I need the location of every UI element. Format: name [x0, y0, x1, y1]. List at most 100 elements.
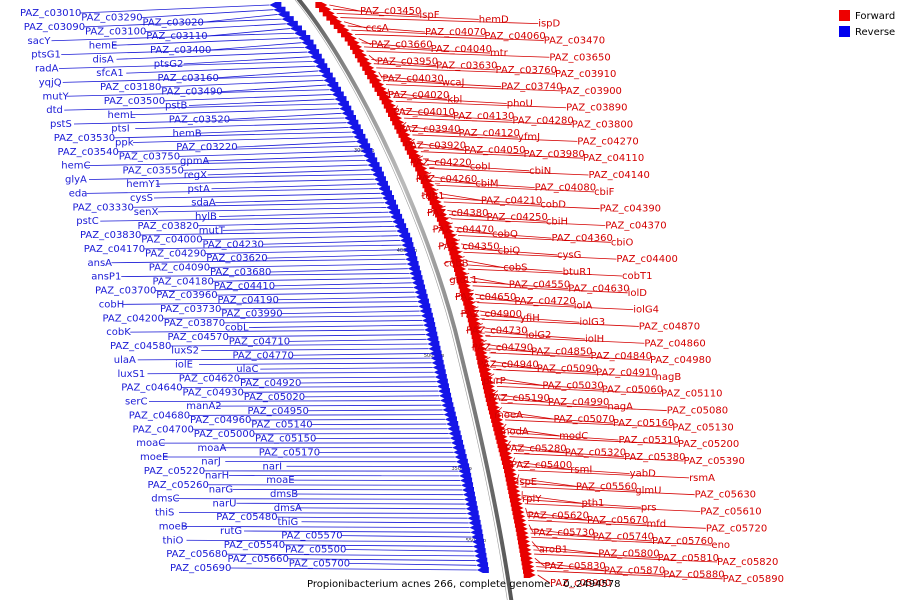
forward-gene-label[interactable]: glmU — [635, 485, 661, 496]
reverse-gene-label[interactable]: PAZ_c03110 — [146, 31, 207, 42]
reverse-gene-label[interactable]: cobL — [225, 323, 249, 334]
forward-gene-label[interactable]: modC — [559, 431, 588, 442]
reverse-gene-label[interactable]: narU — [213, 498, 237, 509]
reverse-gene-label[interactable]: ptsG2 — [154, 59, 184, 70]
reverse-gene-label[interactable]: PAZ_c04920 — [240, 378, 301, 389]
reverse-feature-mark[interactable] — [351, 129, 364, 136]
reverse-gene-label[interactable]: PAZ_c03020 — [143, 17, 204, 28]
reverse-gene-label[interactable]: cobK — [106, 327, 131, 338]
reverse-feature-mark[interactable] — [454, 454, 467, 460]
reverse-gene-label[interactable]: PAZ_c05150 — [255, 434, 316, 445]
forward-gene-label[interactable]: PAZ_c04350 — [438, 242, 499, 253]
reverse-gene-label[interactable]: yqjQ — [39, 77, 62, 88]
reverse-feature-mark[interactable] — [315, 63, 328, 70]
forward-gene-label[interactable]: PAZ_c04990 — [548, 397, 609, 408]
forward-gene-label[interactable]: PAZ_c05390 — [683, 456, 744, 467]
reverse-feature-mark[interactable] — [411, 279, 424, 286]
forward-gene-label[interactable]: rplY — [522, 494, 542, 505]
forward-gene-label[interactable]: PAZ_c05090 — [537, 364, 598, 375]
forward-gene-label[interactable]: yfmJ — [518, 132, 540, 143]
forward-gene-label[interactable]: PAZ_c04380 — [427, 208, 488, 219]
reverse-gene-label[interactable]: PAZ_c04570 — [168, 332, 229, 343]
reverse-gene-label[interactable]: PAZ_c03220 — [176, 142, 237, 153]
reverse-feature-mark[interactable] — [465, 505, 478, 512]
reverse-feature-mark[interactable] — [424, 326, 437, 333]
reverse-feature-mark[interactable] — [344, 115, 356, 121]
forward-gene-label[interactable]: PAZ_c03800 — [572, 120, 633, 131]
forward-gene-label[interactable]: iolG3 — [579, 317, 605, 328]
reverse-feature-mark[interactable] — [435, 378, 448, 385]
reverse-gene-label[interactable]: PAZ_c03990 — [221, 309, 282, 320]
reverse-feature-mark[interactable] — [415, 293, 428, 300]
reverse-feature-mark[interactable] — [469, 524, 482, 531]
reverse-gene-label[interactable]: PAZ_c03820 — [138, 221, 199, 232]
reverse-feature-mark[interactable] — [353, 133, 366, 140]
forward-gene-label[interactable]: PAZ_c05080 — [667, 406, 728, 417]
reverse-feature-mark[interactable] — [309, 53, 322, 60]
reverse-feature-mark[interactable] — [326, 82, 339, 89]
forward-gene-label[interactable]: PAZ_c04650 — [455, 292, 516, 303]
forward-gene-label[interactable]: PAZ_c05310 — [619, 435, 680, 446]
forward-gene-label[interactable]: cbiQ — [498, 246, 521, 257]
reverse-gene-label[interactable]: moaA — [198, 443, 227, 454]
reverse-gene-label[interactable]: narJ — [201, 457, 221, 468]
reverse-feature-mark[interactable] — [405, 256, 418, 263]
forward-gene-label[interactable]: PAZ_c04280 — [512, 115, 573, 126]
reverse-feature-mark[interactable] — [466, 510, 479, 517]
forward-gene-label[interactable]: PAZ_c03980 — [524, 149, 585, 160]
reverse-gene-label[interactable]: PAZ_c04950 — [248, 406, 309, 417]
forward-gene-label[interactable]: PAZ_c04860 — [644, 338, 705, 349]
reverse-gene-label[interactable]: hemE — [89, 40, 118, 51]
reverse-feature-mark[interactable] — [447, 425, 460, 432]
forward-gene-label[interactable]: PAZ_c04550 — [509, 279, 570, 290]
reverse-feature-mark[interactable] — [373, 176, 386, 183]
forward-gene-label[interactable]: iolG2 — [526, 330, 552, 341]
reverse-feature-mark[interactable] — [472, 538, 485, 545]
reverse-feature-mark[interactable] — [388, 209, 401, 216]
forward-gene-label[interactable]: PAZ_c04790 — [472, 342, 533, 353]
reverse-feature-mark[interactable] — [312, 58, 325, 65]
reverse-gene-label[interactable]: hemY1 — [126, 179, 161, 190]
forward-gene-label[interactable]: cobQ — [492, 229, 518, 240]
forward-gene-label[interactable]: PAZ_c05810 — [658, 553, 719, 564]
forward-gene-label[interactable]: ccsA — [366, 23, 389, 34]
reverse-gene-label[interactable]: rutG — [220, 526, 242, 537]
reverse-gene-label[interactable]: PAZ_c04770 — [233, 350, 294, 361]
forward-gene-label[interactable]: modA — [500, 427, 529, 438]
reverse-feature-mark[interactable] — [339, 105, 352, 112]
forward-gene-label[interactable]: eno — [711, 540, 730, 551]
forward-gene-label[interactable]: PAZ_c04130 — [453, 111, 514, 122]
reverse-gene-label[interactable]: PAZ_c04290 — [145, 249, 206, 260]
reverse-gene-label[interactable]: PAZ_c03700 — [95, 286, 156, 297]
forward-gene-label[interactable]: ispD — [538, 19, 560, 30]
forward-gene-label[interactable]: PAZ_c05880 — [663, 570, 724, 581]
reverse-feature-mark[interactable] — [413, 284, 426, 291]
forward-gene-label[interactable]: nagB — [656, 372, 682, 383]
forward-gene-label[interactable]: PAZ_c04220 — [410, 157, 471, 168]
reverse-gene-label[interactable]: PAZ_c03960 — [156, 290, 217, 301]
reverse-feature-mark[interactable] — [398, 232, 411, 239]
reverse-feature-mark[interactable] — [432, 364, 445, 371]
reverse-gene-label[interactable]: gpmA — [180, 156, 209, 167]
forward-gene-label[interactable]: PAZ_c04070 — [425, 27, 486, 38]
reverse-gene-label[interactable]: thiG — [278, 517, 299, 528]
reverse-gene-label[interactable]: thiO — [163, 535, 184, 546]
reverse-gene-label[interactable]: PAZ_c03680 — [210, 267, 271, 278]
reverse-feature-mark[interactable] — [476, 567, 489, 573]
reverse-gene-label[interactable]: pstA — [188, 184, 210, 195]
reverse-gene-label[interactable]: PAZ_c05170 — [259, 447, 320, 458]
reverse-feature-mark[interactable] — [371, 171, 384, 178]
reverse-gene-label[interactable]: ptsI — [111, 124, 129, 135]
reverse-feature-mark[interactable] — [443, 411, 456, 418]
reverse-feature-mark[interactable] — [341, 110, 354, 117]
reverse-gene-label[interactable]: pstS — [50, 119, 72, 130]
forward-gene-label[interactable]: PAZ_c04010 — [394, 107, 455, 118]
forward-gene-label[interactable]: PAZ_c04260 — [416, 174, 477, 185]
reverse-feature-mark[interactable] — [360, 147, 373, 154]
reverse-gene-label[interactable]: PAZ_c04620 — [179, 373, 240, 384]
forward-gene-label[interactable]: PAZ_c04730 — [466, 326, 527, 337]
forward-gene-label[interactable]: PAZ_c05890 — [723, 574, 784, 585]
reverse-gene-label[interactable]: PAZ_c03090 — [24, 22, 85, 33]
reverse-gene-label[interactable]: PAZ_c03180 — [100, 82, 161, 93]
forward-gene-label[interactable]: cobB — [444, 258, 469, 269]
